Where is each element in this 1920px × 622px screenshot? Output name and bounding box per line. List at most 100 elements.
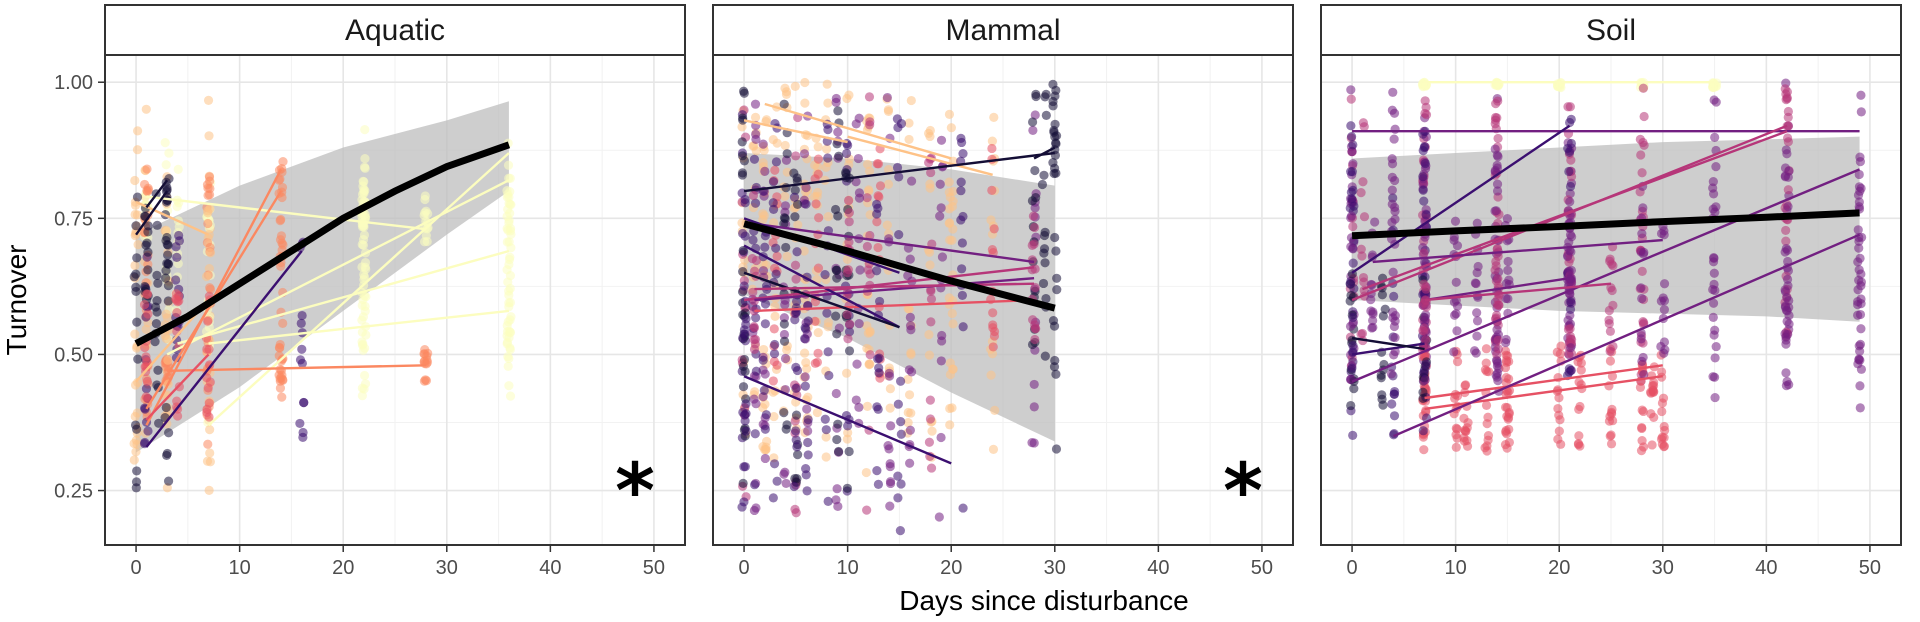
data-point — [1639, 111, 1649, 122]
data-point — [1449, 232, 1459, 242]
data-point — [130, 329, 140, 339]
data-point — [854, 318, 864, 329]
data-point — [1348, 140, 1358, 150]
data-point — [749, 335, 759, 345]
data-point — [1027, 437, 1037, 448]
data-point — [163, 240, 173, 250]
data-point — [751, 399, 761, 409]
data-point — [1784, 166, 1794, 176]
data-point — [945, 420, 955, 430]
data-point — [1781, 95, 1791, 105]
data-point — [1346, 94, 1356, 104]
data-point — [506, 200, 516, 210]
data-point — [737, 137, 747, 147]
study-fit-line — [177, 249, 510, 345]
data-point — [1566, 343, 1576, 353]
data-point — [1346, 187, 1356, 197]
data-point — [875, 181, 886, 191]
data-point — [1388, 267, 1398, 277]
data-point — [1028, 315, 1038, 325]
data-point — [862, 321, 872, 331]
data-point — [130, 260, 140, 271]
data-point — [842, 368, 852, 378]
data-point — [790, 212, 800, 222]
data-point — [1656, 367, 1667, 377]
data-point — [793, 220, 803, 230]
data-point — [1419, 323, 1429, 333]
data-point — [357, 300, 367, 310]
data-point — [161, 266, 171, 276]
data-point — [801, 182, 811, 193]
study-fit-line — [847, 135, 993, 176]
data-point — [789, 481, 799, 492]
data-point — [780, 214, 790, 224]
data-point — [852, 359, 862, 369]
data-point — [1709, 253, 1719, 264]
data-point — [1451, 430, 1461, 440]
data-point — [1784, 295, 1794, 306]
data-point — [883, 179, 894, 189]
data-point — [803, 437, 813, 448]
data-point — [927, 426, 937, 436]
data-point — [831, 388, 841, 399]
data-point — [782, 420, 792, 430]
data-point — [791, 383, 801, 393]
data-point — [762, 436, 772, 446]
data-point — [1637, 266, 1647, 276]
data-point — [171, 242, 181, 252]
data-point — [820, 270, 830, 280]
x-tick-label: 0 — [131, 557, 142, 579]
data-point — [906, 176, 917, 186]
data-point — [896, 417, 906, 427]
data-point — [758, 403, 768, 413]
data-point — [769, 411, 779, 422]
data-point — [874, 296, 885, 307]
data-point — [758, 209, 768, 219]
data-point — [893, 471, 903, 481]
data-point — [1855, 186, 1865, 196]
data-point — [832, 484, 842, 494]
data-point — [1563, 315, 1573, 325]
data-point — [131, 282, 141, 292]
data-point — [1564, 166, 1574, 177]
data-point — [205, 425, 215, 435]
data-point — [833, 211, 843, 221]
data-point — [1348, 341, 1358, 351]
data-point — [1348, 258, 1358, 268]
data-point — [924, 329, 934, 340]
data-point — [873, 159, 884, 169]
data-point — [1638, 203, 1648, 213]
data-point — [129, 438, 139, 449]
data-point — [205, 284, 216, 294]
data-point — [1419, 142, 1429, 153]
study-fit-line — [754, 277, 1035, 302]
data-point — [1419, 196, 1429, 206]
data-point — [360, 257, 371, 268]
data-point — [1492, 186, 1503, 196]
data-point — [1051, 444, 1062, 454]
data-point — [1781, 225, 1791, 236]
data-point — [749, 306, 759, 316]
data-point — [1492, 368, 1503, 378]
data-point — [832, 273, 842, 283]
data-point — [276, 231, 287, 241]
data-point — [1346, 211, 1357, 221]
data-point — [811, 199, 821, 209]
data-point — [505, 252, 515, 262]
data-point — [1346, 85, 1356, 95]
data-point — [1390, 386, 1400, 397]
data-point — [801, 357, 811, 368]
data-point — [809, 192, 820, 202]
mean-trend-line — [134, 141, 511, 347]
plot-content — [737, 77, 1062, 536]
data-point — [1492, 179, 1503, 189]
data-point — [1574, 431, 1584, 441]
data-point — [872, 217, 882, 227]
data-point — [1048, 316, 1059, 326]
data-point — [1421, 284, 1431, 294]
data-point — [843, 195, 854, 206]
data-point — [1605, 326, 1616, 336]
grid — [713, 55, 1293, 545]
data-point — [957, 137, 967, 148]
data-point — [1647, 440, 1657, 450]
